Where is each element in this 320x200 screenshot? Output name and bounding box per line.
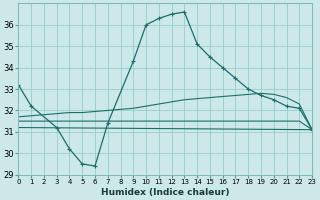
X-axis label: Humidex (Indice chaleur): Humidex (Indice chaleur) <box>101 188 229 197</box>
